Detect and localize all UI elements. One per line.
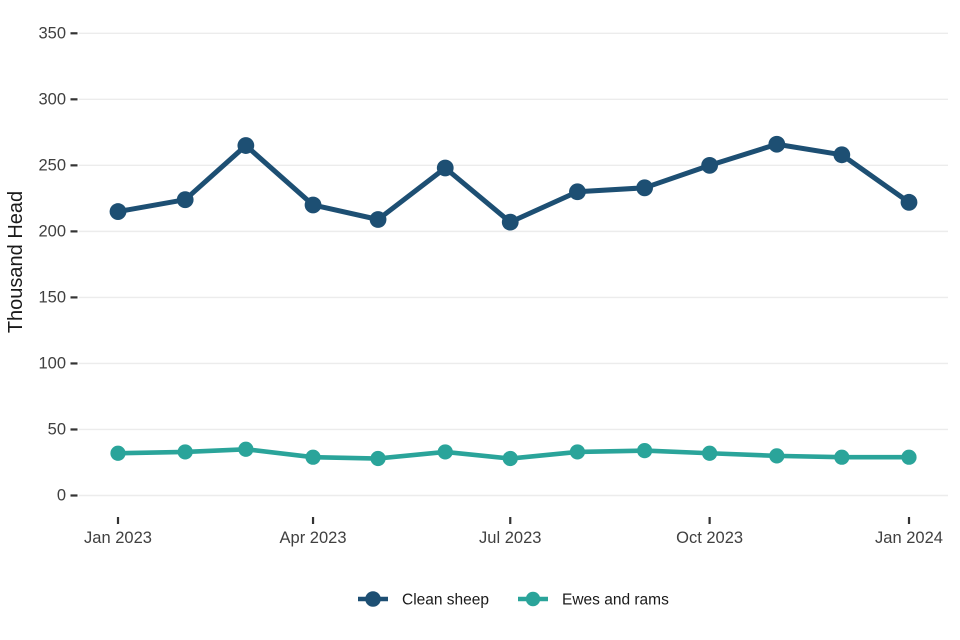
y-axis-title: Thousand Head [5,191,27,333]
data-point-ewes-and-rams [637,443,653,459]
data-point-clean-sheep [833,146,851,164]
y-tick-label: 50 [48,420,66,438]
data-point-clean-sheep [701,156,719,174]
data-point-clean-sheep [176,191,194,209]
data-point-ewes-and-rams [238,441,254,457]
data-point-ewes-and-rams [370,450,386,467]
y-tick-label: 300 [38,90,66,108]
x-tick-label: Jan 2023 [84,529,152,547]
data-point-ewes-and-rams [834,449,850,465]
data-point-ewes-and-rams [110,445,126,461]
data-point-clean-sheep [569,183,586,201]
data-point-clean-sheep [109,203,127,220]
data-point-ewes-and-rams [437,444,453,460]
y-tick-label: 350 [38,24,66,42]
x-tick-label: Oct 2023 [676,529,743,547]
y-tick-label: 0 [57,487,66,505]
data-point-clean-sheep [304,196,322,214]
y-tick-label: 100 [38,354,66,372]
y-tick-label: 250 [38,156,66,174]
data-point-clean-sheep [900,193,918,211]
data-point-clean-sheep [237,137,255,154]
data-point-ewes-and-rams [502,450,518,467]
data-point-ewes-and-rams [569,444,586,460]
legend-marker-dot-ewes-and-rams [525,591,541,607]
y-tick-label: 200 [38,222,66,240]
x-tick-label: Apr 2023 [280,529,347,547]
data-point-clean-sheep [369,211,387,228]
data-point-ewes-and-rams [901,449,917,465]
data-point-clean-sheep [636,179,654,197]
data-point-ewes-and-rams [305,449,321,465]
legend-label-ewes-and-rams: Ewes and rams [562,592,669,609]
x-tick-label: Jan 2024 [875,529,943,547]
series-line-clean-sheep [115,141,912,225]
data-point-clean-sheep [501,213,519,231]
data-point-ewes-and-rams [702,445,718,461]
legend-label-clean-sheep: Clean sheep [402,592,489,609]
legend-marker-dot-clean-sheep [365,591,381,607]
y-tick-label: 150 [38,288,66,306]
data-point-clean-sheep [436,159,454,177]
data-point-clean-sheep [768,135,786,153]
data-point-ewes-and-rams [769,448,785,464]
x-tick-label: Jul 2023 [479,529,541,547]
data-point-ewes-and-rams [177,444,193,460]
